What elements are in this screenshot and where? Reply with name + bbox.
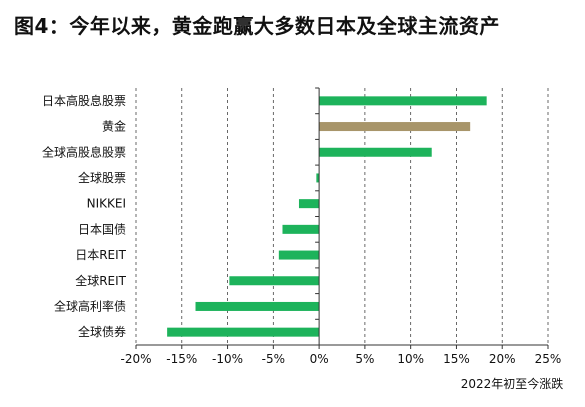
bar: [167, 327, 320, 337]
x-tick-label: 0%: [310, 352, 329, 366]
x-tick-label: 10%: [397, 352, 424, 366]
category-label: 日本国债: [78, 222, 126, 236]
bar: [319, 147, 432, 157]
x-tick-label: 15%: [443, 352, 470, 366]
category-label: 日本高股息股票: [42, 93, 126, 108]
x-axis-label: 2022年初至今涨跌: [461, 376, 564, 391]
x-tick-label: 5%: [355, 352, 374, 366]
category-label: 全球高利率债: [54, 298, 126, 313]
labels: -20% -15% -10% -5% 0% 5% 10% 15% 20% 25% 日本高股息股票黄金…: [42, 93, 561, 366]
bar: [195, 301, 320, 311]
bar: [282, 224, 320, 234]
bar: [319, 96, 487, 106]
x-tick-label: -5%: [262, 352, 285, 366]
category-label: NIKKEI: [87, 197, 126, 211]
chart-title: 图4：今年以来，黄金跑赢大多数日本及全球主流资产: [14, 14, 500, 38]
x-tick-label: -10%: [212, 352, 243, 366]
bar: [316, 173, 320, 183]
bar: [298, 199, 320, 209]
bar: [319, 122, 471, 132]
x-tick-label: -20%: [120, 352, 151, 366]
axes: [135, 87, 549, 349]
x-tick-label: 20%: [489, 352, 516, 366]
bars: [167, 96, 487, 337]
category-label: 日本REIT: [75, 248, 126, 262]
bar: [229, 276, 320, 286]
x-tick-label: -15%: [166, 352, 197, 366]
bar: [278, 250, 320, 260]
category-label: 全球股票: [78, 170, 126, 185]
category-label: 全球REIT: [75, 273, 126, 288]
x-tick-label: 25%: [535, 352, 562, 366]
category-label: 全球债券: [78, 324, 126, 339]
category-label: 全球高股息股票: [42, 144, 126, 159]
category-label: 黄金: [102, 119, 126, 134]
